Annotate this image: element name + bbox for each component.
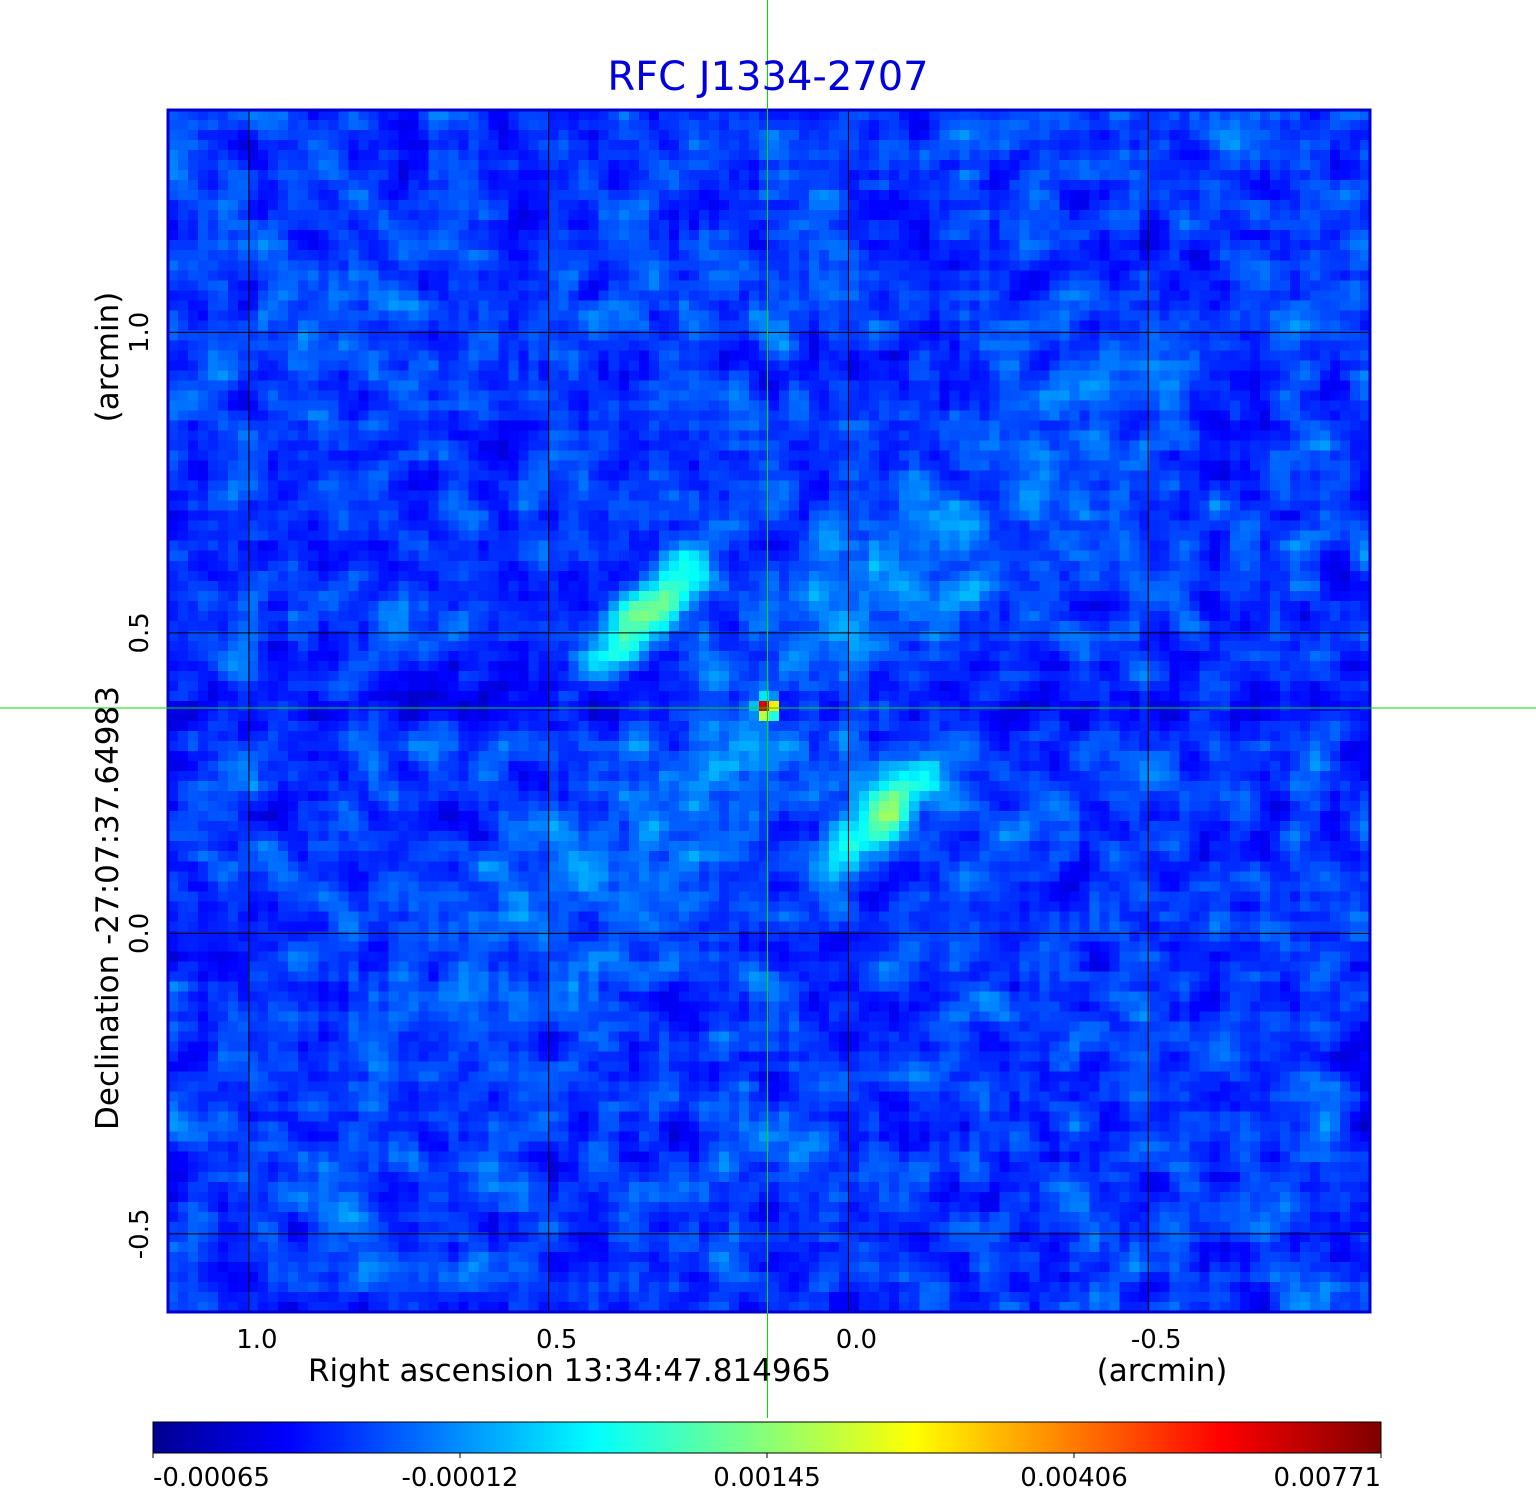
colorbar-tick-label: -0.00065 xyxy=(153,1463,270,1493)
plot-frame xyxy=(166,108,1372,1314)
x-tick-label: 0.5 xyxy=(536,1325,577,1355)
x-tick-label: 1.0 xyxy=(236,1325,277,1355)
y-tick-label: 1.0 xyxy=(125,312,155,353)
x-axis-unit-label: (arcmin) xyxy=(1097,1353,1228,1389)
x-tick-labels: 1.0 0.5 0.0 -0.5 xyxy=(236,1325,1181,1355)
colorbar-ticks: -0.00065 -0.00012 0.00145 0.00406 0.00771 xyxy=(152,1453,1382,1493)
colorbar-tick-label: 0.00406 xyxy=(1020,1463,1128,1493)
x-tick-label: -0.5 xyxy=(1131,1325,1182,1355)
grid-lines xyxy=(168,110,1370,1312)
y-axis-unit-label: (arcmin) xyxy=(90,292,126,423)
x-axis-label: Right ascension 13:34:47.814965 xyxy=(308,1353,831,1389)
y-tick-label: 0.5 xyxy=(125,612,155,653)
y-tick-labels: 1.0 0.5 0.0 -0.5 xyxy=(125,312,155,1260)
y-tick-label: 0.0 xyxy=(125,913,155,954)
colorbar-tick-label: -0.00012 xyxy=(402,1463,519,1493)
x-tick-label: 0.0 xyxy=(836,1325,877,1355)
colorbar xyxy=(152,1421,1382,1454)
crosshair xyxy=(0,0,1536,1418)
y-tick-label: -0.5 xyxy=(125,1209,155,1260)
chart-title: RFC J1334-2707 xyxy=(607,54,928,100)
colorbar-tick-label: 0.00771 xyxy=(1273,1463,1381,1493)
heatmap-image xyxy=(168,110,1370,1312)
y-axis-label: Declination -27:07:37.64983 xyxy=(90,686,126,1130)
colorbar-tick-label: 0.00145 xyxy=(713,1463,821,1493)
